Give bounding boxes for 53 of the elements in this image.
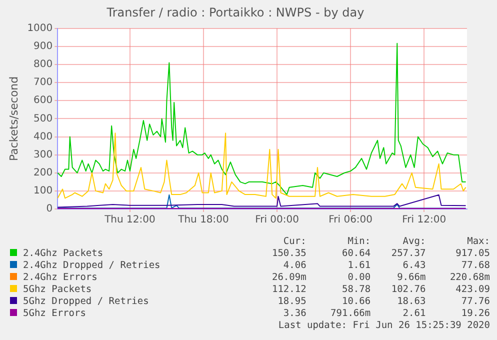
- text: 19.26: [460, 308, 490, 320]
- x-tick-label: Fri 12:00: [402, 214, 446, 226]
- text: 26.09m: [270, 272, 306, 284]
- legend-label: 2.4Ghz Dropped / Retries: [22, 260, 162, 272]
- text: 77.76: [460, 296, 490, 308]
- text: 77.68: [460, 260, 490, 272]
- legend-label: 5Ghz Packets: [22, 284, 93, 296]
- text: 102.76: [390, 284, 426, 296]
- text: 112.12: [270, 284, 306, 296]
- text: 60.64: [340, 248, 371, 260]
- legend-label: 5Ghz Errors: [22, 308, 87, 320]
- y-axis-title: Packets/second: [7, 76, 20, 162]
- text: 10.66: [340, 296, 371, 308]
- y-tick-label: 600: [34, 95, 53, 106]
- text: 791.66m: [330, 308, 371, 320]
- text: 220.68m: [448, 272, 490, 284]
- x-tick-label: Thu 12:00: [104, 214, 156, 226]
- text: 4.06: [282, 260, 306, 272]
- text: 18.63: [396, 296, 426, 308]
- legend-label: 5Ghz Dropped / Retries: [22, 296, 150, 308]
- y-tick-label: 400: [34, 131, 53, 142]
- text: Avg:: [402, 236, 426, 248]
- y-tick-label: 200: [34, 167, 53, 178]
- legend-label: 2.4Ghz Errors: [22, 272, 98, 284]
- text: Min:: [346, 236, 371, 248]
- legend-label: 2.4Ghz Packets: [22, 248, 104, 260]
- text: 917.05: [454, 248, 490, 260]
- y-tick-label: 0: [46, 204, 53, 215]
- text: 1.61: [346, 260, 371, 272]
- text: 6.43: [402, 260, 426, 272]
- text: 423.09: [454, 284, 490, 296]
- text: 2.61: [402, 308, 426, 320]
- x-tick-label: Fri 06:00: [328, 214, 373, 226]
- text: 150.35: [270, 248, 306, 260]
- text: 58.78: [340, 284, 371, 296]
- text: Max:: [466, 236, 490, 248]
- text: 3.36: [282, 308, 306, 320]
- text: Last update: Fri Jun 26 15:25:39 2020: [277, 320, 490, 332]
- y-tick-label: 100: [34, 186, 53, 197]
- y-tick-label: 700: [34, 77, 53, 88]
- x-tick-label: Thu 18:00: [177, 214, 229, 226]
- text: Cur:: [282, 236, 306, 248]
- text: 9.66m: [396, 272, 426, 284]
- y-tick-label: 800: [34, 59, 53, 70]
- text: 0.00: [346, 272, 371, 284]
- x-tick-label: Fri 00:00: [255, 214, 299, 226]
- y-tick-label: 300: [34, 149, 53, 160]
- y-tick-label: 1000: [27, 22, 53, 34]
- y-tick-label: 900: [34, 41, 53, 52]
- chart-title: Transfer / radio : Portaikko : NWPS - by day: [106, 5, 364, 20]
- y-tick-label: 500: [34, 113, 53, 124]
- text: 18.95: [276, 296, 306, 308]
- text: 257.37: [390, 248, 426, 260]
